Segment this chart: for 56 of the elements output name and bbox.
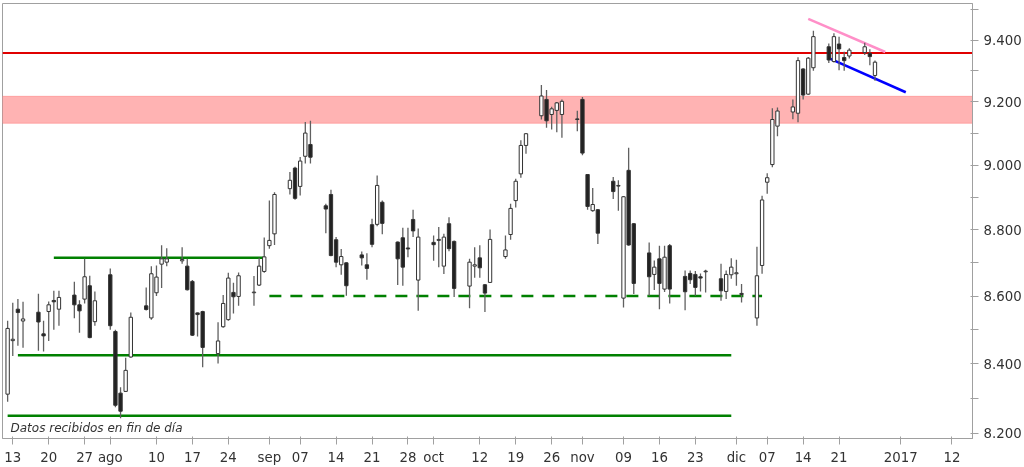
y-tick-label: 8.800	[983, 222, 1022, 238]
x-tick-label: 23	[686, 449, 704, 465]
candlestick	[20, 301, 26, 349]
x-tick-label: 16	[650, 449, 668, 465]
y-tick-label: 9.400	[983, 33, 1022, 49]
x-tick-label: 14	[327, 449, 345, 465]
x-tick-label: 13	[4, 449, 22, 465]
candlestick	[267, 199, 272, 250]
candlestick	[251, 275, 257, 307]
candlestick	[872, 59, 878, 82]
y-tick-label: 8.400	[983, 356, 1022, 372]
x-tick-label: oct	[423, 449, 444, 465]
x-tick-label: 21	[830, 449, 848, 465]
candlestick	[482, 283, 488, 313]
x-tick-label: 20	[40, 449, 58, 465]
candlestick	[431, 234, 436, 262]
annotation: Datos recibidos en fin de día	[10, 420, 183, 435]
candlestick	[36, 293, 41, 352]
candlestick	[513, 178, 518, 209]
y-tick-label: 8.200	[983, 426, 1022, 442]
candlestick	[364, 252, 370, 281]
x-tick-label: 12	[471, 449, 489, 465]
x-tick-label: 2017	[883, 449, 918, 465]
y-tick-label: 9.200	[983, 94, 1022, 110]
x-tick-label: sep	[257, 449, 282, 465]
candlestick	[123, 357, 128, 393]
candlestick	[503, 234, 508, 260]
x-tick-label: dic	[726, 449, 747, 465]
y-tick-label: 9.000	[983, 158, 1022, 174]
x-tick-label: 14	[794, 449, 812, 465]
x-tick-label: 28	[399, 449, 417, 465]
y-tick-label: 8.600	[983, 289, 1022, 305]
candlestick	[836, 36, 842, 71]
candlestick	[842, 51, 847, 72]
x-tick-label: 12	[943, 449, 961, 465]
candlestick	[410, 209, 416, 238]
candlestick	[41, 320, 46, 353]
x-tick-label: 10	[147, 449, 165, 465]
candlestick	[215, 321, 221, 365]
x-tick-label: 09	[615, 449, 632, 465]
x-tick-label: nov	[570, 449, 595, 465]
x-tick-label: 26	[543, 449, 561, 465]
candlestick	[56, 290, 62, 327]
x-tick-label: 27	[76, 449, 94, 465]
candlestick	[46, 300, 51, 342]
candlestick	[287, 171, 293, 196]
x-tick-label: ago	[97, 449, 123, 465]
x-tick-label: 17	[183, 449, 201, 465]
x-tick-label: 21	[363, 449, 381, 465]
x-tick-label: 19	[507, 449, 525, 465]
x-tick-label: 24	[219, 449, 237, 465]
x-tick-label: 07	[291, 449, 309, 465]
candlestick	[718, 263, 724, 302]
candlestick	[765, 172, 770, 195]
x-tick-label: 07	[758, 449, 776, 465]
candlestick	[739, 283, 744, 304]
